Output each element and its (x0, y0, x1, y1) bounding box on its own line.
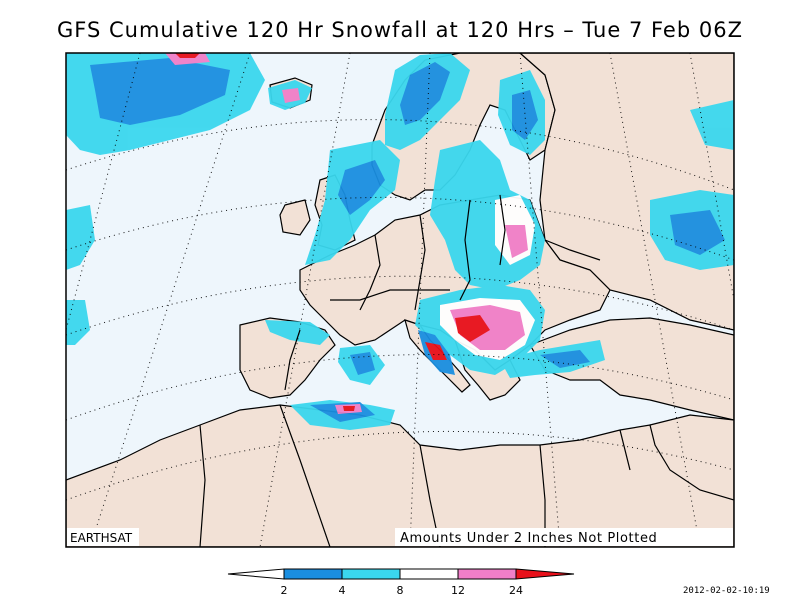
snow-iberia (265, 320, 330, 345)
credit-label: EARTHSAT (70, 531, 133, 545)
legend-swatch-over-24 (515, 568, 575, 580)
snow-greece-dark (540, 350, 590, 368)
snow-italy-red (425, 342, 447, 360)
legend-swatch-under-2 (227, 568, 285, 580)
snow-balkans-red (455, 315, 490, 342)
legend-tick-label: 8 (397, 584, 404, 597)
snowfall-shading (66, 53, 734, 430)
snow-russia-east-dark (670, 210, 725, 255)
map-frame (65, 52, 735, 548)
snow-atlantic-west (66, 205, 95, 270)
timestamp: 2012-02-02-10:19 (683, 586, 770, 596)
snow-north-sea-dark (338, 160, 385, 215)
ireland-land (279, 199, 311, 236)
snow-band-atlantic-red (175, 53, 200, 58)
legend-bar (227, 568, 575, 580)
graticule (66, 53, 734, 547)
map-title: GFS Cumulative 120 Hr Snowfall at 120 Hr… (57, 18, 743, 42)
legend-swatch-4-8 (341, 568, 401, 580)
snow-iceland-pink (282, 88, 300, 103)
legend-tick-label: 2 (281, 584, 288, 597)
snow-baltic-pink (505, 225, 528, 258)
snow-algeria-red (343, 406, 355, 411)
credit-box (67, 528, 139, 546)
snow-atlantic-south (66, 300, 90, 345)
legend-swatch-2-4 (283, 568, 343, 580)
legend-swatch-12-24 (457, 568, 517, 580)
note-label: Amounts Under 2 Inches Not Plotted (400, 531, 657, 546)
legend-tick-label: 12 (451, 584, 465, 597)
snow-band-atlantic-pink (165, 53, 210, 65)
note-box (395, 528, 733, 546)
legend-tick-label: 4 (339, 584, 346, 597)
legend-swatch-8-12 (399, 568, 459, 580)
snow-band-atlantic-dark (90, 58, 230, 125)
snow-finland-dark (512, 90, 538, 140)
legend-tick-label: 24 (509, 584, 523, 597)
snow-corsica-dark (350, 352, 375, 375)
snow-norway-dark (400, 62, 450, 125)
arabia-land (649, 414, 734, 501)
legend-ticks: 2 4 8 12 24 (281, 584, 524, 597)
